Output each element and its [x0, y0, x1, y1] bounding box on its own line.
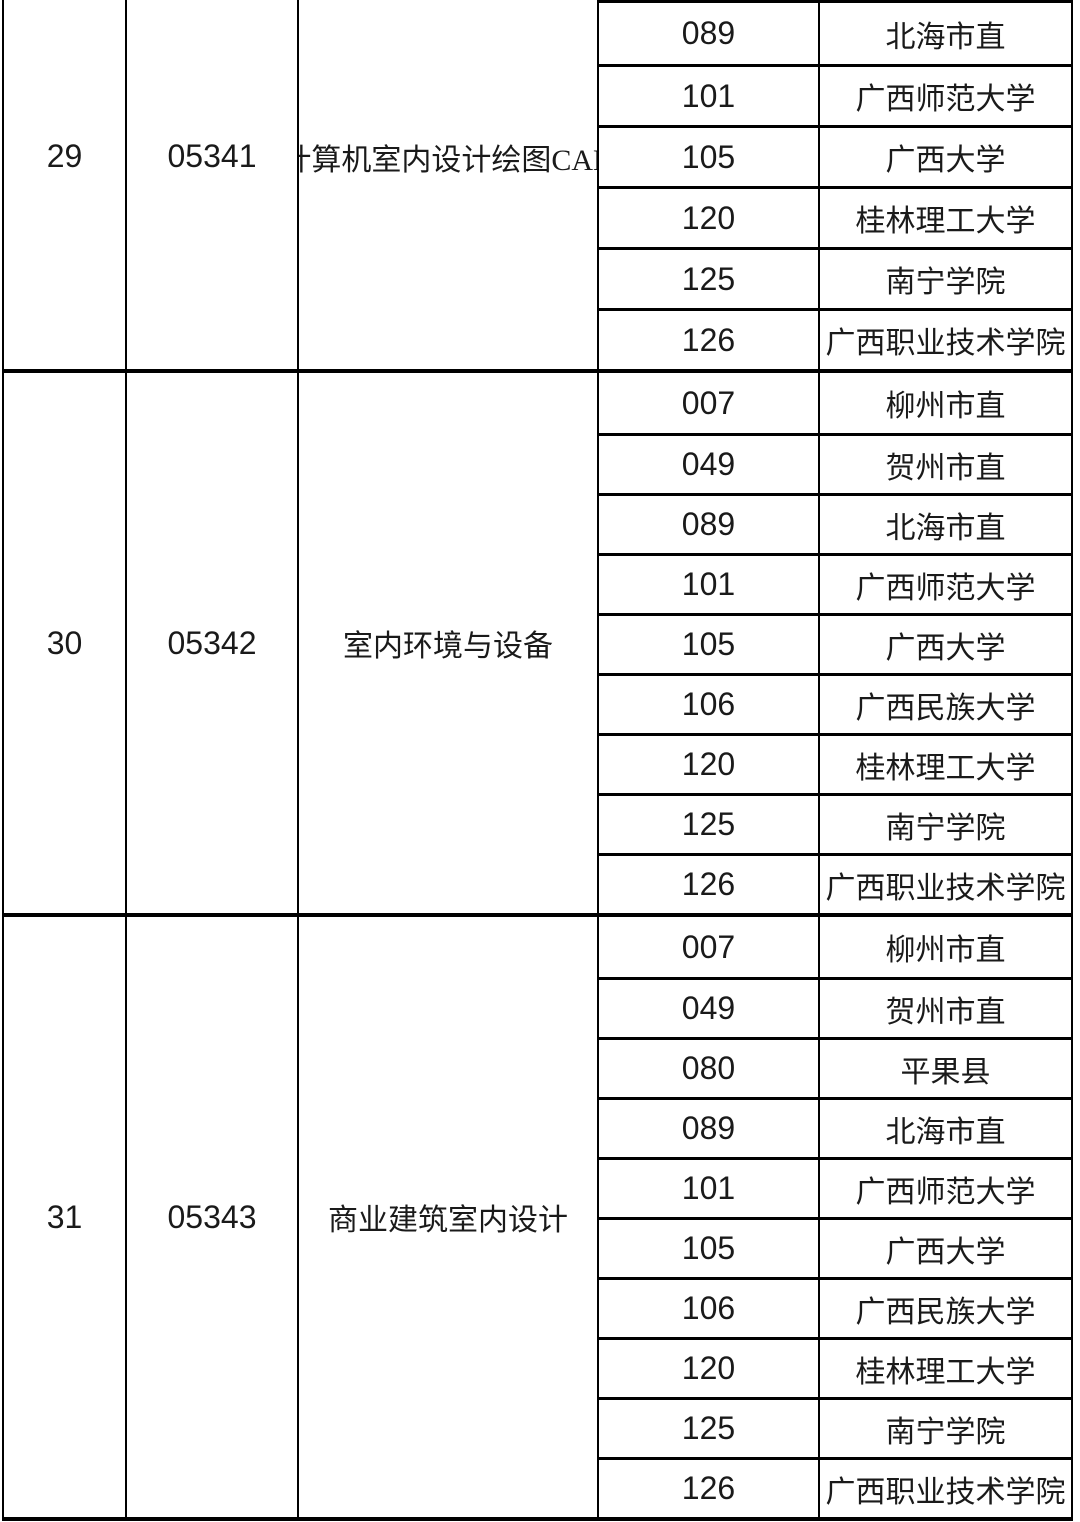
exam-site-row: 101 广西师范大学 — [599, 1157, 1071, 1217]
course-name: 商业建筑室内设计 — [299, 917, 599, 1517]
exam-site-code: 101 — [599, 1160, 820, 1217]
course-seq: 29 — [4, 0, 127, 369]
exam-site-row: 125 南宁学院 — [599, 793, 1071, 853]
course-name: 计算机室内设计绘图CAD — [299, 0, 599, 369]
exam-site-row: 101 广西师范大学 — [599, 553, 1071, 613]
exam-site-code: 089 — [599, 496, 820, 553]
exam-site-name: 柳州市直 — [885, 390, 1006, 423]
exam-site-name: 广西民族大学 — [855, 691, 1036, 725]
exam-site-row: 007 柳州市直 — [599, 373, 1071, 433]
exam-site-code: 125 — [599, 250, 820, 308]
exam-site-name: 北海市直 — [885, 1115, 1006, 1149]
exam-site-row: 049 贺州市直 — [599, 433, 1071, 493]
exam-site-code: 126 — [599, 1460, 820, 1517]
course-seq: 30 — [4, 373, 127, 913]
exam-site-name: 桂林理工大学 — [855, 205, 1036, 238]
exam-site-row: 007 柳州市直 — [599, 917, 1071, 977]
exam-site-code: 125 — [599, 796, 820, 853]
exam-site-code: 049 — [599, 436, 820, 493]
exam-site-code: 126 — [599, 856, 820, 913]
exam-site-name: 南宁学院 — [885, 811, 1006, 845]
exam-site-row: 120 桂林理工大学 — [599, 1337, 1071, 1397]
exam-site-name: 广西民族大学 — [855, 1295, 1036, 1329]
exam-site-name: 广西职业技术学院 — [825, 1475, 1066, 1509]
exam-site-code: 120 — [599, 1340, 820, 1397]
exam-site-row: 126 广西职业技术学院 — [599, 853, 1071, 913]
course-code: 05343 — [127, 917, 299, 1517]
exam-site-code: 080 — [599, 1040, 820, 1097]
exam-site-row: 101 广西师范大学 — [599, 64, 1071, 125]
exam-site-code: 007 — [599, 917, 820, 977]
exam-site-code: 049 — [599, 980, 820, 1037]
exam-site-row: 120 桂林理工大学 — [599, 733, 1071, 793]
exam-site-list: 007 柳州市直 049 贺州市直 089 北海市直 101 广西师范大学 105 广西大学 106… — [599, 373, 1071, 913]
exam-site-row: 105 广西大学 — [599, 613, 1071, 673]
exam-site-name: 广西师范大学 — [855, 83, 1036, 116]
exam-site-name: 广西大学 — [885, 631, 1006, 665]
exam-site-code: 120 — [599, 189, 820, 247]
course-section: 30 05342 室内环境与设备 007 柳州市直 049 贺州市直 089 北海市直 101 广西… — [4, 369, 1071, 913]
exam-site-name: 贺州市直 — [885, 451, 1006, 485]
exam-site-name: 北海市直 — [885, 511, 1006, 545]
exam-site-code: 105 — [599, 128, 820, 186]
exam-site-name: 南宁学院 — [885, 1415, 1006, 1449]
exam-site-code: 120 — [599, 736, 820, 793]
exam-site-row: 106 广西民族大学 — [599, 1277, 1071, 1337]
exam-site-code: 101 — [599, 67, 820, 125]
exam-site-name: 南宁学院 — [885, 266, 1006, 299]
exam-site-row: 106 广西民族大学 — [599, 673, 1071, 733]
exam-site-list: 007 柳州市直 049 贺州市直 080 平果县 089 北海市直 101 广西师范大学 105 广… — [599, 917, 1071, 1517]
exam-site-row: 049 贺州市直 — [599, 977, 1071, 1037]
exam-site-code: 007 — [599, 373, 820, 433]
exam-site-row: 126 广西职业技术学院 — [599, 308, 1071, 369]
exam-site-row: 120 桂林理工大学 — [599, 186, 1071, 247]
exam-site-row: 126 广西职业技术学院 — [599, 1457, 1071, 1517]
exam-site-name: 贺州市直 — [885, 995, 1006, 1029]
exam-site-name: 平果县 — [900, 1055, 991, 1089]
exam-site-code: 106 — [599, 676, 820, 733]
exam-site-name: 桂林理工大学 — [855, 1355, 1036, 1389]
course-section: 31 05343 商业建筑室内设计 007 柳州市直 049 贺州市直 080 平果县 089 北海… — [4, 913, 1071, 1517]
exam-site-name: 柳州市直 — [885, 934, 1006, 967]
course-section: 2905341计算机室内设计绘图CAD089 北海市直 101 广西师范大学 105 广西… — [4, 0, 1071, 369]
exam-site-code: 089 — [599, 1100, 820, 1157]
exam-site-code: 126 — [599, 311, 820, 369]
exam-site-name: 广西大学 — [885, 1235, 1006, 1269]
exam-site-code: 105 — [599, 616, 820, 673]
course-seq: 31 — [4, 917, 127, 1517]
exam-site-row: 089 北海市直 — [599, 1097, 1071, 1157]
exam-site-code: 089 — [599, 3, 820, 64]
exam-site-name: 广西职业技术学院 — [825, 327, 1066, 360]
exam-site-row: 125 南宁学院 — [599, 1397, 1071, 1457]
exam-site-name: 北海市直 — [885, 20, 1006, 54]
exam-site-code: 106 — [599, 1280, 820, 1337]
exam-site-row: 105 广西大学 — [599, 125, 1071, 186]
course-name: 室内环境与设备 — [299, 373, 599, 913]
exam-site-code: 125 — [599, 1400, 820, 1457]
exam-site-row: 125 南宁学院 — [599, 247, 1071, 308]
exam-site-code: 105 — [599, 1220, 820, 1277]
course-code: 05341 — [127, 0, 299, 369]
exam-site-list: 089 北海市直 101 广西师范大学 105 广西大学 120 桂林理工大学 125 南宁学院 1… — [599, 0, 1071, 369]
exam-site-name: 广西师范大学 — [855, 571, 1036, 605]
exam-site-name: 广西大学 — [885, 144, 1006, 177]
course-code: 05342 — [127, 373, 299, 913]
exam-site-name: 广西师范大学 — [855, 1175, 1036, 1209]
exam-site-name: 广西职业技术学院 — [825, 871, 1066, 905]
exam-site-code: 101 — [599, 556, 820, 613]
exam-site-row: 089 北海市直 — [599, 3, 1071, 64]
exam-site-name: 桂林理工大学 — [855, 751, 1036, 785]
exam-site-row: 080 平果县 — [599, 1037, 1071, 1097]
exam-site-row: 089 北海市直 — [599, 493, 1071, 553]
exam-site-row: 105 广西大学 — [599, 1217, 1071, 1277]
